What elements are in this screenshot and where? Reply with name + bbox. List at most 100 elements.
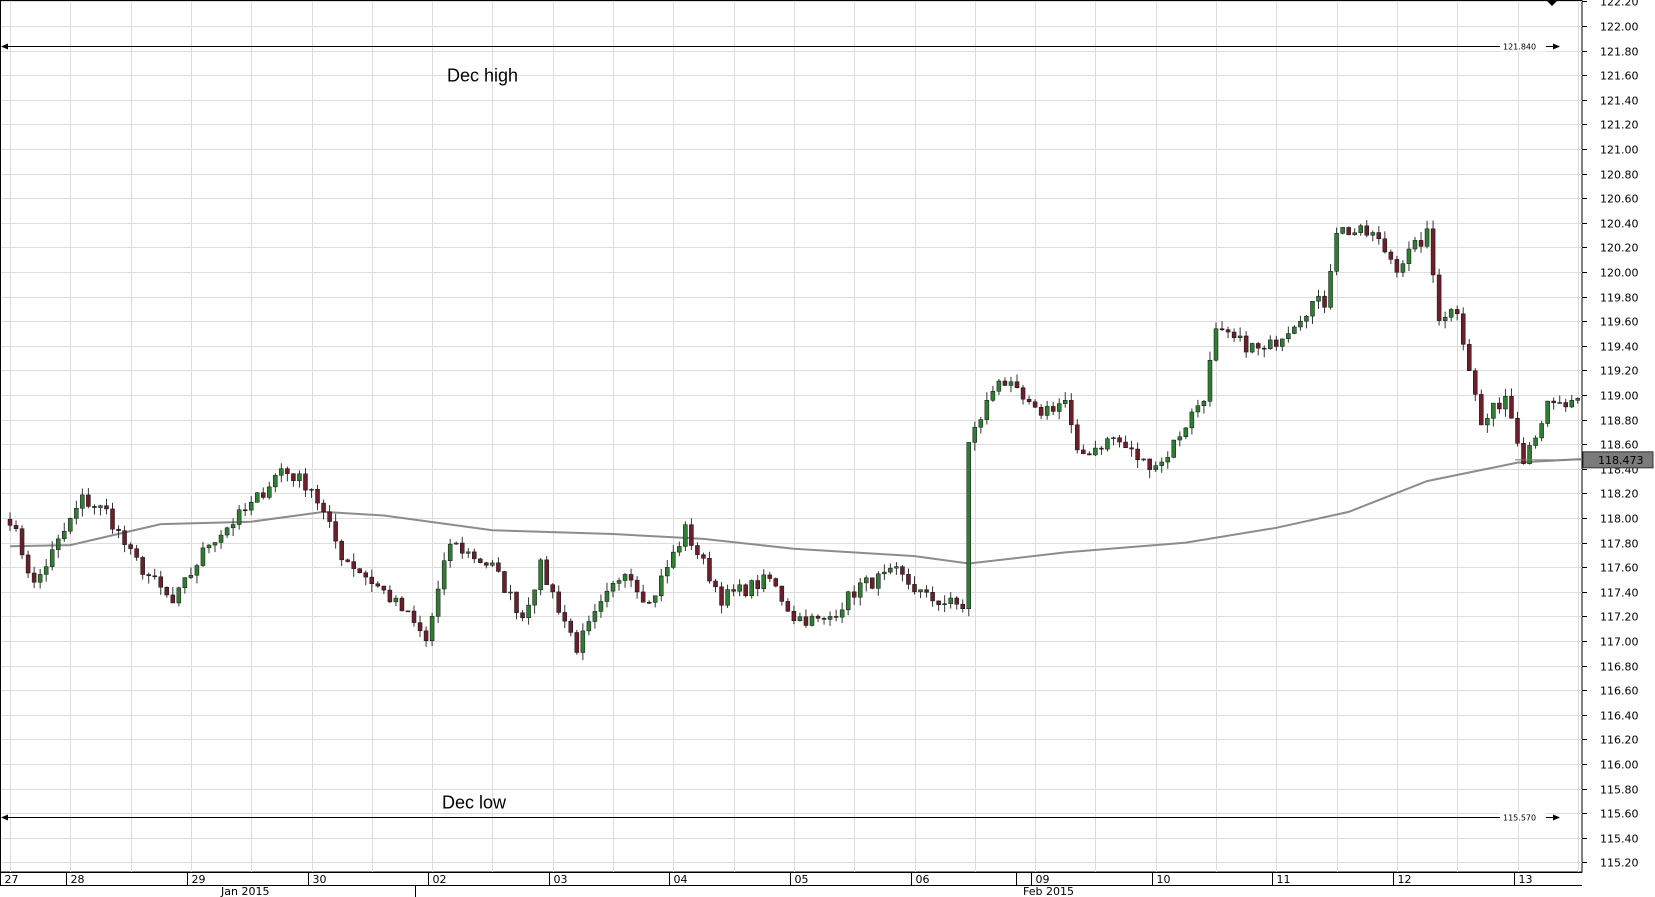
candlestick: [1521, 437, 1526, 465]
candlestick: [405, 610, 411, 613]
candlestick: [803, 609, 809, 628]
candle-body: [586, 621, 592, 632]
candlestick: [960, 599, 965, 613]
candle-body: [622, 574, 628, 581]
candlestick: [652, 595, 658, 608]
candle-body: [1442, 317, 1448, 321]
candlestick: [1418, 232, 1424, 253]
candlestick: [1207, 351, 1213, 407]
candlestick: [1225, 326, 1231, 339]
candle-body: [1231, 331, 1237, 338]
candle-body: [701, 554, 706, 559]
candle-body: [1340, 227, 1345, 234]
candle-body: [369, 576, 375, 584]
candlestick: [731, 584, 736, 597]
candle-body: [188, 574, 194, 578]
candlestick: [1171, 439, 1177, 459]
candle-body: [37, 574, 43, 583]
candle-body: [876, 573, 881, 589]
candlestick: [1183, 427, 1189, 440]
candle-body: [677, 546, 682, 553]
candle-body: [1533, 437, 1538, 446]
candlestick: [707, 551, 712, 584]
candlestick: [484, 561, 489, 569]
candlestick: [261, 487, 266, 500]
candle-body: [1020, 387, 1026, 400]
candle-body: [297, 473, 302, 481]
candlestick: [1400, 260, 1406, 278]
candle-body: [1436, 274, 1442, 321]
candlestick: [1328, 264, 1333, 310]
candlestick: [291, 473, 296, 487]
candlestick: [1147, 458, 1152, 479]
candle-body: [218, 534, 224, 543]
y-tick-label: 119.60: [1600, 316, 1639, 329]
candlestick: [460, 536, 465, 559]
candle-body: [1334, 233, 1339, 272]
candle-body: [1521, 443, 1526, 465]
candle-body: [1467, 344, 1472, 371]
candle-body: [514, 591, 519, 614]
candlestick: [1322, 290, 1327, 314]
candlestick: [658, 568, 664, 602]
candlestick: [236, 505, 242, 530]
y-tick-label: 121.80: [1600, 46, 1639, 59]
candle-body: [1111, 437, 1116, 439]
candlestick: [996, 378, 1002, 396]
candlestick: [164, 586, 170, 598]
y-tick-label: 115.60: [1600, 808, 1639, 821]
candle-body: [25, 554, 31, 574]
grid: [0, 0, 1583, 873]
candlestick: [1316, 289, 1321, 309]
candle-body: [707, 558, 712, 582]
candlestick: [1539, 420, 1544, 442]
candlestick: [514, 591, 519, 620]
candle-body: [1418, 240, 1424, 247]
candlestick: [315, 484, 320, 511]
y-tick-label: 121.60: [1600, 70, 1639, 83]
candle-body: [13, 525, 19, 529]
candle-body: [152, 575, 157, 578]
candle-body: [98, 505, 103, 508]
candle-body: [315, 488, 320, 504]
candlestick: [453, 541, 459, 545]
candlestick: [1032, 399, 1038, 408]
candle-body: [1406, 248, 1412, 264]
candle-body: [104, 505, 109, 510]
candle-body: [435, 588, 441, 617]
candlestick: [1280, 338, 1285, 352]
candlestick: [116, 525, 121, 539]
arrow-right-icon: [1553, 814, 1560, 821]
candle-body: [170, 594, 176, 604]
candle-body: [658, 575, 664, 597]
candle-body: [1063, 400, 1068, 404]
candlestick: [1448, 307, 1454, 322]
candlestick: [966, 442, 972, 617]
candle-body: [1014, 381, 1020, 388]
candlestick: [972, 421, 978, 451]
candle-body: [55, 538, 61, 550]
candlestick: [586, 615, 592, 636]
candle-body: [1479, 394, 1484, 426]
candle-body: [1563, 402, 1568, 408]
candle-body: [1539, 423, 1544, 439]
candlestick: [399, 596, 405, 612]
candle-body: [634, 579, 640, 593]
candlestick: [43, 559, 49, 582]
candle-body: [291, 473, 296, 481]
candle-body: [761, 574, 766, 589]
candle-body: [526, 604, 531, 619]
candlestick: [978, 416, 984, 434]
candlestick: [1533, 435, 1538, 449]
candle-body: [767, 574, 773, 579]
candle-body: [918, 589, 923, 593]
candle-body: [797, 616, 803, 621]
candle-body: [882, 571, 887, 575]
candle-body: [520, 612, 525, 619]
candlestick: [1165, 451, 1171, 469]
candle-body: [158, 576, 163, 588]
candle-body: [1207, 359, 1213, 402]
candle-body: [604, 590, 610, 602]
candle-body: [936, 600, 941, 605]
candlestick: [1105, 436, 1110, 452]
